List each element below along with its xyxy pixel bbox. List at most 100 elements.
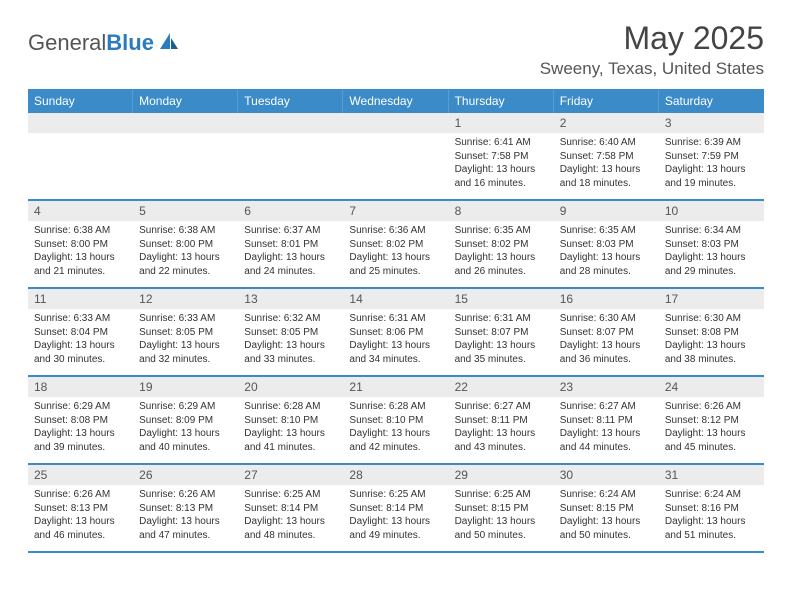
day-body: Sunrise: 6:32 AMSunset: 8:05 PMDaylight:…: [238, 309, 343, 371]
day-cell: 25Sunrise: 6:26 AMSunset: 8:13 PMDayligh…: [28, 465, 133, 551]
sunrise-text: Sunrise: 6:28 AM: [244, 400, 337, 414]
daylight-text: Daylight: 13 hours and 43 minutes.: [455, 427, 548, 454]
day-cell: 14Sunrise: 6:31 AMSunset: 8:06 PMDayligh…: [343, 289, 448, 375]
sunrise-text: Sunrise: 6:41 AM: [455, 136, 548, 150]
sunrise-text: Sunrise: 6:26 AM: [139, 488, 232, 502]
daylight-text: Daylight: 13 hours and 51 minutes.: [665, 515, 758, 542]
logo-general: General: [28, 30, 106, 55]
day-number: 22: [449, 377, 554, 397]
day-number: 10: [659, 201, 764, 221]
day-body: Sunrise: 6:29 AMSunset: 8:09 PMDaylight:…: [133, 397, 238, 459]
day-number: 20: [238, 377, 343, 397]
day-number: 12: [133, 289, 238, 309]
day-body: Sunrise: 6:25 AMSunset: 8:14 PMDaylight:…: [343, 485, 448, 547]
daylight-text: Daylight: 13 hours and 19 minutes.: [665, 163, 758, 190]
sunset-text: Sunset: 8:14 PM: [244, 502, 337, 516]
daylight-text: Daylight: 13 hours and 41 minutes.: [244, 427, 337, 454]
daylight-text: Daylight: 13 hours and 16 minutes.: [455, 163, 548, 190]
day-number-empty: [28, 113, 133, 133]
day-body: Sunrise: 6:30 AMSunset: 8:07 PMDaylight:…: [554, 309, 659, 371]
daylight-text: Daylight: 13 hours and 18 minutes.: [560, 163, 653, 190]
sunset-text: Sunset: 8:07 PM: [560, 326, 653, 340]
day-cell: 16Sunrise: 6:30 AMSunset: 8:07 PMDayligh…: [554, 289, 659, 375]
day-number: 7: [343, 201, 448, 221]
sunrise-text: Sunrise: 6:29 AM: [34, 400, 127, 414]
daylight-text: Daylight: 13 hours and 39 minutes.: [34, 427, 127, 454]
day-body: Sunrise: 6:27 AMSunset: 8:11 PMDaylight:…: [554, 397, 659, 459]
day-cell: 7Sunrise: 6:36 AMSunset: 8:02 PMDaylight…: [343, 201, 448, 287]
day-body: Sunrise: 6:40 AMSunset: 7:58 PMDaylight:…: [554, 133, 659, 195]
day-number: 26: [133, 465, 238, 485]
logo: GeneralBlue: [28, 20, 180, 56]
day-cell-empty: [133, 113, 238, 199]
sunrise-text: Sunrise: 6:35 AM: [455, 224, 548, 238]
day-body: Sunrise: 6:27 AMSunset: 8:11 PMDaylight:…: [449, 397, 554, 459]
day-cell-empty: [343, 113, 448, 199]
day-cell: 27Sunrise: 6:25 AMSunset: 8:14 PMDayligh…: [238, 465, 343, 551]
sunset-text: Sunset: 8:00 PM: [34, 238, 127, 252]
day-cell: 12Sunrise: 6:33 AMSunset: 8:05 PMDayligh…: [133, 289, 238, 375]
page-header: GeneralBlue May 2025 Sweeny, Texas, Unit…: [28, 20, 764, 79]
weekday-header-row: SundayMondayTuesdayWednesdayThursdayFrid…: [28, 89, 764, 113]
daylight-text: Daylight: 13 hours and 32 minutes.: [139, 339, 232, 366]
day-number: 17: [659, 289, 764, 309]
day-body: Sunrise: 6:38 AMSunset: 8:00 PMDaylight:…: [133, 221, 238, 283]
day-body: Sunrise: 6:28 AMSunset: 8:10 PMDaylight:…: [343, 397, 448, 459]
day-number: 11: [28, 289, 133, 309]
sunrise-text: Sunrise: 6:31 AM: [349, 312, 442, 326]
sunrise-text: Sunrise: 6:37 AM: [244, 224, 337, 238]
day-number: 18: [28, 377, 133, 397]
day-number: 4: [28, 201, 133, 221]
day-cell: 15Sunrise: 6:31 AMSunset: 8:07 PMDayligh…: [449, 289, 554, 375]
sunrise-text: Sunrise: 6:30 AM: [665, 312, 758, 326]
month-title: May 2025: [540, 20, 764, 57]
day-cell: 30Sunrise: 6:24 AMSunset: 8:15 PMDayligh…: [554, 465, 659, 551]
day-number: 30: [554, 465, 659, 485]
day-body: Sunrise: 6:37 AMSunset: 8:01 PMDaylight:…: [238, 221, 343, 283]
logo-text: GeneralBlue: [28, 30, 154, 56]
day-cell: 13Sunrise: 6:32 AMSunset: 8:05 PMDayligh…: [238, 289, 343, 375]
day-cell: 31Sunrise: 6:24 AMSunset: 8:16 PMDayligh…: [659, 465, 764, 551]
day-cell: 3Sunrise: 6:39 AMSunset: 7:59 PMDaylight…: [659, 113, 764, 199]
day-number: 25: [28, 465, 133, 485]
day-number: 5: [133, 201, 238, 221]
day-cell: 28Sunrise: 6:25 AMSunset: 8:14 PMDayligh…: [343, 465, 448, 551]
sunrise-text: Sunrise: 6:29 AM: [139, 400, 232, 414]
day-cell: 6Sunrise: 6:37 AMSunset: 8:01 PMDaylight…: [238, 201, 343, 287]
day-body: Sunrise: 6:26 AMSunset: 8:12 PMDaylight:…: [659, 397, 764, 459]
day-number: 21: [343, 377, 448, 397]
day-cell: 9Sunrise: 6:35 AMSunset: 8:03 PMDaylight…: [554, 201, 659, 287]
day-body: Sunrise: 6:25 AMSunset: 8:14 PMDaylight:…: [238, 485, 343, 547]
day-cell: 8Sunrise: 6:35 AMSunset: 8:02 PMDaylight…: [449, 201, 554, 287]
daylight-text: Daylight: 13 hours and 22 minutes.: [139, 251, 232, 278]
sunset-text: Sunset: 8:03 PM: [665, 238, 758, 252]
sunset-text: Sunset: 8:08 PM: [34, 414, 127, 428]
sunset-text: Sunset: 8:13 PM: [34, 502, 127, 516]
day-body: Sunrise: 6:30 AMSunset: 8:08 PMDaylight:…: [659, 309, 764, 371]
sunrise-text: Sunrise: 6:35 AM: [560, 224, 653, 238]
day-cell: 26Sunrise: 6:26 AMSunset: 8:13 PMDayligh…: [133, 465, 238, 551]
day-body: Sunrise: 6:28 AMSunset: 8:10 PMDaylight:…: [238, 397, 343, 459]
sunset-text: Sunset: 8:02 PM: [349, 238, 442, 252]
daylight-text: Daylight: 13 hours and 26 minutes.: [455, 251, 548, 278]
day-number: 1: [449, 113, 554, 133]
daylight-text: Daylight: 13 hours and 49 minutes.: [349, 515, 442, 542]
sunset-text: Sunset: 8:05 PM: [139, 326, 232, 340]
weekday-header: Tuesday: [238, 89, 343, 113]
day-cell: 10Sunrise: 6:34 AMSunset: 8:03 PMDayligh…: [659, 201, 764, 287]
sunrise-text: Sunrise: 6:26 AM: [665, 400, 758, 414]
week-row: 4Sunrise: 6:38 AMSunset: 8:00 PMDaylight…: [28, 201, 764, 289]
day-body: Sunrise: 6:31 AMSunset: 8:06 PMDaylight:…: [343, 309, 448, 371]
day-number: 23: [554, 377, 659, 397]
day-cell: 19Sunrise: 6:29 AMSunset: 8:09 PMDayligh…: [133, 377, 238, 463]
day-body: Sunrise: 6:35 AMSunset: 8:02 PMDaylight:…: [449, 221, 554, 283]
daylight-text: Daylight: 13 hours and 30 minutes.: [34, 339, 127, 366]
sunrise-text: Sunrise: 6:25 AM: [455, 488, 548, 502]
week-row: 11Sunrise: 6:33 AMSunset: 8:04 PMDayligh…: [28, 289, 764, 377]
weekday-header: Friday: [554, 89, 659, 113]
sunrise-text: Sunrise: 6:24 AM: [665, 488, 758, 502]
sunset-text: Sunset: 7:58 PM: [455, 150, 548, 164]
day-number: 9: [554, 201, 659, 221]
day-body: Sunrise: 6:39 AMSunset: 7:59 PMDaylight:…: [659, 133, 764, 195]
sunrise-text: Sunrise: 6:31 AM: [455, 312, 548, 326]
